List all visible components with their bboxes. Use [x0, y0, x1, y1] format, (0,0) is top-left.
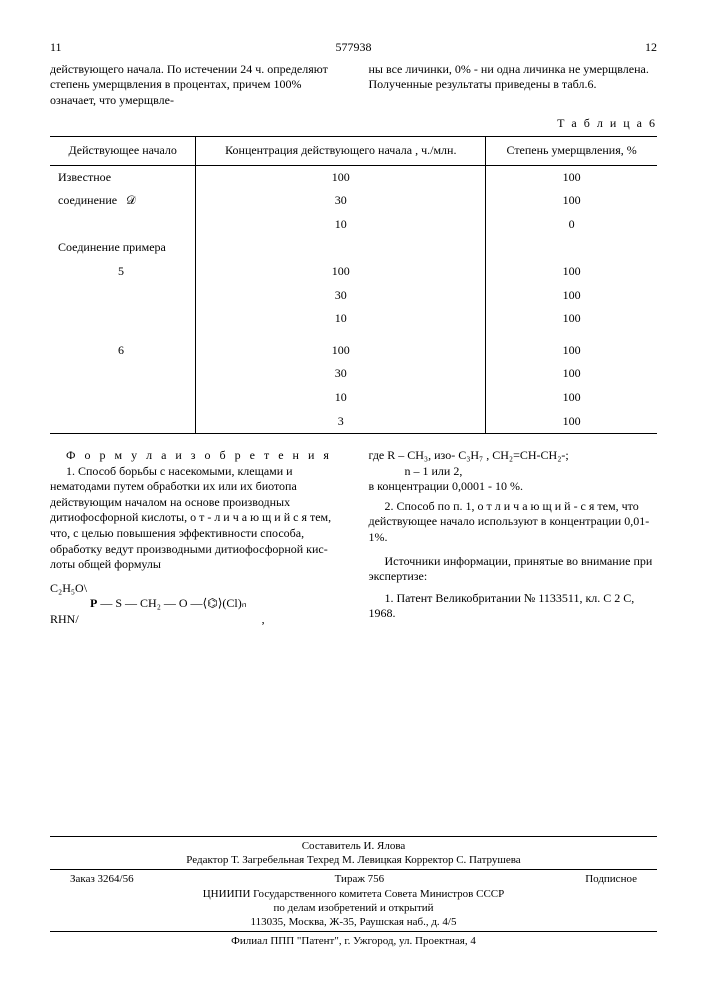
chem-left: C₂H₅O\ — [50, 581, 87, 595]
footer-editor: Редактор Т. Загребельная — [186, 854, 304, 866]
intro-left: действующего начала. По истечении 24 ч. … — [50, 62, 339, 109]
table-row: 30100 — [50, 362, 657, 386]
table6-header-row: Действующее начало Концентрация действую… — [50, 136, 657, 165]
claims-left-col: Ф о р м у л а и з о б р е т е н и я 1. С… — [50, 448, 339, 636]
chem-bottom: RHN/ — [50, 612, 79, 626]
table-row: 10100 — [50, 386, 657, 410]
footer-order-row: Заказ 3264/56 Тираж 756 Подписное — [50, 872, 657, 886]
table-row: Соединение примера — [50, 236, 657, 260]
footer-tech: Техред М. Левицкая — [307, 854, 402, 866]
claims-right-col: где R – CH₃, изо- C₃H₇ , CH₂=CH-CH₂-; n … — [369, 448, 658, 636]
table-row: 6100100 — [50, 339, 657, 363]
table6-caption: Т а б л и ц а 6 — [50, 116, 657, 132]
table-row: соединение 𝒟30100 — [50, 189, 657, 213]
table-row: 10100 — [50, 307, 657, 331]
formula-heading: Ф о р м у л а и з о б р е т е н и я — [50, 448, 339, 464]
footer-org2: по делам изобретений и открытий — [50, 901, 657, 915]
intro-columns: действующего начала. По истечении 24 ч. … — [50, 62, 657, 109]
page-num-left: 11 — [50, 40, 90, 56]
source1: 1. Патент Великобритании № 1133511, кл. … — [369, 591, 658, 622]
footer-addr1: 113035, Москва, Ж-35, Раушская наб., д. … — [50, 915, 657, 929]
doc-number: 577938 — [90, 40, 617, 56]
claim2-text: 2. Способ по п. 1, о т л и ч а ю щ и й -… — [369, 499, 658, 546]
table6-col1: Концентрация действующего начала , ч./мл… — [196, 136, 486, 165]
footer-tirage: Тираж 756 — [335, 872, 385, 886]
intro-right: ны все личинки, 0% - ни одна личинка не … — [369, 62, 658, 109]
claim1-text: 1. Способ борьбы с насекомыми, клеща­ми … — [50, 464, 339, 573]
where-r: где R – CH₃, изо- C₃H₇ , CH₂=CH-CH₂-; — [369, 448, 658, 464]
page-num-right: 12 — [617, 40, 657, 56]
divider — [50, 836, 657, 837]
table6-col2: Степень умерщвления, % — [486, 136, 657, 165]
footer-signed: Подписное — [585, 872, 637, 886]
chem-right: — S — CH₂ — O —⟨⌬⟩(Cl)ₙ — [100, 596, 246, 610]
page-header: 11 577938 12 — [50, 40, 657, 56]
divider — [50, 869, 657, 870]
claims-block: Ф о р м у л а и з о б р е т е н и я 1. С… — [50, 448, 657, 636]
table6: Действующее начало Концентрация действую… — [50, 136, 657, 434]
sources-heading: Источники информации, принятые во вни­ма… — [369, 554, 658, 585]
footer-order: Заказ 3264/56 — [70, 872, 134, 886]
footer-org1: ЦНИИПИ Государственного комитета Совета … — [50, 887, 657, 901]
footer-credits-row: Редактор Т. Загребельная Техред М. Левиц… — [50, 853, 657, 867]
where-n: n – 1 или 2, — [405, 464, 658, 480]
table-row: Известное100100 — [50, 165, 657, 189]
table-row: 100 — [50, 213, 657, 237]
table-row — [50, 331, 657, 339]
footer-branch: Филиал ППП "Патент", г. Ужгород, ул. Про… — [50, 934, 657, 948]
table6-col0: Действующее начало — [50, 136, 196, 165]
chem-formula: C₂H₅O\ P — S — CH₂ — O —⟨⌬⟩(Cl)ₙ RHN/ , — [50, 581, 339, 628]
chem-comma: , — [262, 612, 265, 626]
where-conc: в концентрации 0,0001 - 10 %. — [369, 479, 658, 495]
table-row: 30100 — [50, 284, 657, 308]
table6-body: Известное100100 соединение 𝒟30100 100 Со… — [50, 165, 657, 434]
footer: Составитель И. Ялова Редактор Т. Загребе… — [50, 836, 657, 949]
footer-corrector: Корректор С. Патрушева — [404, 854, 520, 866]
divider — [50, 931, 657, 932]
chem-p: P — [90, 596, 97, 610]
footer-compiler: Составитель И. Ялова — [50, 839, 657, 853]
table-row: 3100 — [50, 410, 657, 434]
table-row: 5100100 — [50, 260, 657, 284]
